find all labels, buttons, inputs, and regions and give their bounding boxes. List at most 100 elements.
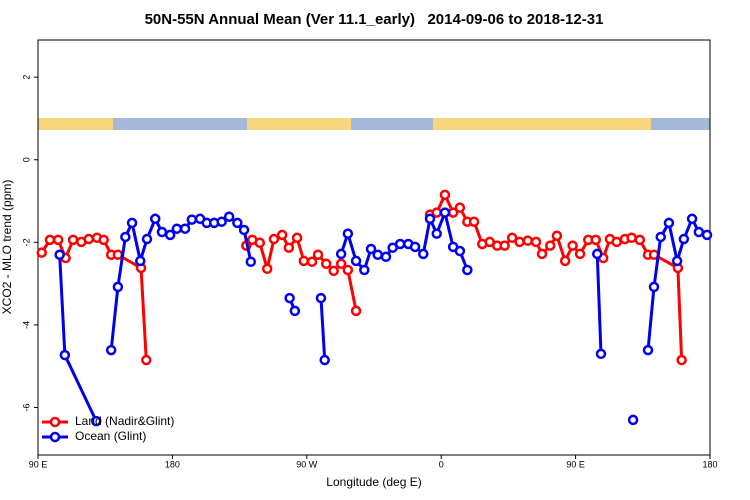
data-point [52, 234, 64, 246]
data-point [634, 234, 646, 246]
data-point [514, 236, 525, 248]
y-tick-label: -6 [21, 404, 31, 412]
data-point [536, 248, 548, 260]
y-tick-label: 2 [21, 75, 31, 80]
data-point [268, 233, 280, 245]
data-point [141, 233, 153, 245]
data-point [320, 258, 332, 270]
data-point [156, 226, 168, 238]
x-tick-label: 90 E [566, 459, 585, 469]
data-point [676, 354, 687, 366]
data-point [112, 249, 124, 260]
data-point [186, 214, 198, 225]
data-point [105, 344, 117, 356]
data-point [544, 240, 556, 251]
plot-frame [37, 39, 711, 456]
data-point [141, 354, 152, 366]
data-point [319, 354, 330, 366]
legend-label: Ocean (Glint) [75, 429, 146, 443]
x-tick-label: 90 E [29, 459, 48, 469]
data-point [648, 281, 660, 293]
data-point [120, 231, 131, 243]
data-point [671, 255, 683, 267]
data-point [306, 256, 318, 267]
ocean-band [113, 118, 247, 130]
data-point [342, 264, 354, 276]
data-point [276, 229, 288, 241]
data-point [298, 255, 310, 267]
data-point [232, 217, 243, 229]
data-point [380, 251, 392, 263]
data-point [418, 248, 429, 260]
y-axis-label: XCO2 - MLO trend (ppm) [0, 180, 14, 315]
y-tick-label: -4 [21, 321, 31, 329]
data-point [135, 255, 146, 267]
data-point [98, 234, 109, 246]
data-point [409, 241, 421, 253]
data-point [439, 207, 451, 218]
legend-marker [49, 416, 61, 428]
ocean-band [651, 118, 710, 130]
data-point [112, 281, 124, 293]
x-tick-label: 180 [165, 459, 180, 469]
data-point [164, 229, 176, 241]
data-point [424, 213, 436, 225]
legend: Land (Nadir&Glint)Ocean (Glint) [42, 414, 174, 443]
data-point [67, 234, 79, 246]
data-point [284, 292, 295, 304]
data-point [171, 223, 183, 234]
data-point [289, 305, 301, 317]
chart-title: 50N-55N Annual Mean (Ver 11.1_early) 201… [145, 11, 604, 28]
data-point [394, 238, 406, 250]
data-point [595, 348, 607, 360]
data-point [454, 245, 466, 257]
data-point [149, 213, 161, 225]
data-point [54, 249, 65, 260]
ocean-band [351, 118, 433, 130]
data-point [59, 349, 71, 361]
data-point [626, 232, 637, 244]
x-tick-label: 180 [702, 459, 717, 469]
data-point [44, 234, 56, 246]
data-point [499, 240, 510, 251]
data-point [686, 213, 698, 225]
data-point [574, 248, 586, 260]
data-point [663, 217, 675, 229]
surface-mask-band [38, 118, 710, 130]
data-point [559, 255, 571, 267]
data-point [468, 216, 480, 227]
data-point [693, 226, 705, 238]
data-point [83, 233, 95, 245]
data-point [36, 247, 47, 258]
x-tick-label: 90 W [296, 459, 318, 469]
data-point [216, 216, 227, 227]
data-point [372, 249, 383, 260]
data-point [642, 344, 654, 356]
legend-marker [49, 431, 61, 443]
data-point [439, 189, 451, 201]
data-point [283, 242, 295, 253]
data-point [90, 415, 102, 427]
data-point [315, 292, 327, 304]
data-point [254, 237, 266, 249]
data-point [365, 243, 377, 255]
data-point [551, 230, 563, 241]
data-point [454, 202, 466, 213]
data-point [590, 234, 602, 246]
data-point [328, 265, 339, 277]
data-point [335, 258, 347, 270]
x-axis-label: Longitude (deg E) [326, 475, 421, 489]
data-point [567, 240, 578, 251]
data-point [350, 255, 362, 267]
y-tick-label: -2 [21, 238, 31, 246]
data-point [592, 248, 603, 260]
series-line [40, 193, 684, 361]
data-point [522, 235, 534, 246]
data-point [431, 228, 442, 239]
data-point [312, 249, 324, 260]
x-tick-label: 0 [439, 459, 444, 469]
data-point [335, 248, 347, 260]
data-point [179, 223, 191, 234]
data-point [530, 236, 542, 248]
